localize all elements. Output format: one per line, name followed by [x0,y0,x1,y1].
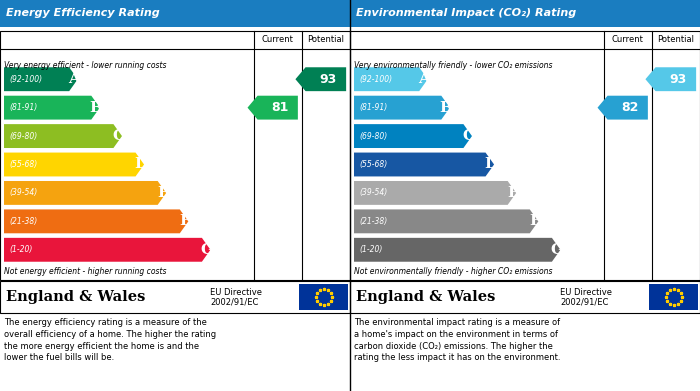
Text: (1-20): (1-20) [9,245,32,254]
Polygon shape [354,67,428,91]
Polygon shape [354,96,450,120]
Text: (39-54): (39-54) [359,188,387,197]
Polygon shape [4,96,100,120]
Bar [0,281,350,313]
Bar [350,31,700,280]
Text: Environmental Impact (CO₂) Rating: Environmental Impact (CO₂) Rating [356,9,576,18]
Text: 2002/91/EC: 2002/91/EC [210,297,258,306]
Polygon shape [4,124,122,148]
Text: (69-80): (69-80) [359,131,387,141]
Bar [300,284,349,310]
Text: England & Wales: England & Wales [356,290,496,304]
Text: (55-68): (55-68) [9,160,37,169]
Polygon shape [354,238,561,262]
Polygon shape [354,210,538,233]
Text: (21-38): (21-38) [359,217,387,226]
Text: C: C [462,129,475,143]
Polygon shape [4,67,78,91]
Text: Potential: Potential [307,36,344,45]
Text: G: G [550,243,564,257]
Text: G: G [200,243,214,257]
Text: 81: 81 [271,101,288,114]
Polygon shape [354,181,516,205]
Text: Current: Current [262,36,294,45]
Text: 93: 93 [669,73,687,86]
Polygon shape [354,152,494,176]
Text: Very environmentally friendly - lower CO₂ emissions: Very environmentally friendly - lower CO… [354,61,552,70]
Polygon shape [248,96,298,120]
Text: C: C [112,129,125,143]
Polygon shape [4,181,166,205]
Text: 82: 82 [621,101,638,114]
Text: D: D [134,158,147,172]
Bar [650,284,699,310]
Text: The environmental impact rating is a measure of
a home's impact on the environme: The environmental impact rating is a mea… [354,318,561,362]
Text: Energy Efficiency Rating: Energy Efficiency Rating [6,9,160,18]
Bar [350,0,700,27]
Text: (81-91): (81-91) [9,103,37,112]
Polygon shape [4,152,144,176]
Text: D: D [484,158,497,172]
Bar [0,31,350,280]
Polygon shape [4,210,188,233]
Text: A: A [418,72,430,86]
Text: (92-100): (92-100) [9,75,42,84]
Polygon shape [598,96,648,120]
Polygon shape [295,67,346,91]
Text: F: F [529,214,540,228]
Text: EU Directive: EU Directive [210,288,262,297]
Text: (1-20): (1-20) [359,245,382,254]
Text: Very energy efficient - lower running costs: Very energy efficient - lower running co… [4,61,167,70]
Text: EU Directive: EU Directive [560,288,612,297]
Text: 2002/91/EC: 2002/91/EC [560,297,608,306]
Text: (39-54): (39-54) [9,188,37,197]
Text: Not energy efficient - higher running costs: Not energy efficient - higher running co… [4,267,167,276]
Text: A: A [68,72,80,86]
Text: Not environmentally friendly - higher CO₂ emissions: Not environmentally friendly - higher CO… [354,267,552,276]
Polygon shape [354,124,472,148]
Text: (69-80): (69-80) [9,131,37,141]
Text: Current: Current [612,36,644,45]
Text: 93: 93 [319,73,337,86]
Text: E: E [157,186,169,200]
Text: (21-38): (21-38) [9,217,37,226]
Text: B: B [90,100,103,115]
Text: (92-100): (92-100) [359,75,392,84]
Text: England & Wales: England & Wales [6,290,146,304]
Text: The energy efficiency rating is a measure of the
overall efficiency of a home. T: The energy efficiency rating is a measur… [4,318,216,362]
Text: B: B [440,100,453,115]
Text: F: F [179,214,190,228]
Text: E: E [507,186,519,200]
Bar [350,281,700,313]
Text: (81-91): (81-91) [359,103,387,112]
Polygon shape [4,238,211,262]
Text: (55-68): (55-68) [359,160,387,169]
Text: Potential: Potential [657,36,694,45]
Polygon shape [645,67,696,91]
Bar [0,0,350,27]
